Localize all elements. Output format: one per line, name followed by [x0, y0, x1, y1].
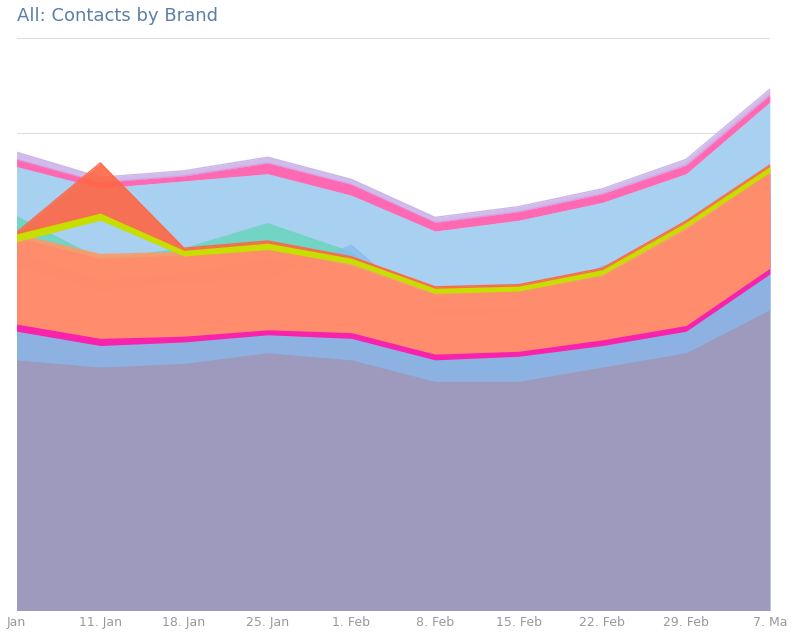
Text: All: Contacts by Brand: All: Contacts by Brand [17, 7, 218, 25]
